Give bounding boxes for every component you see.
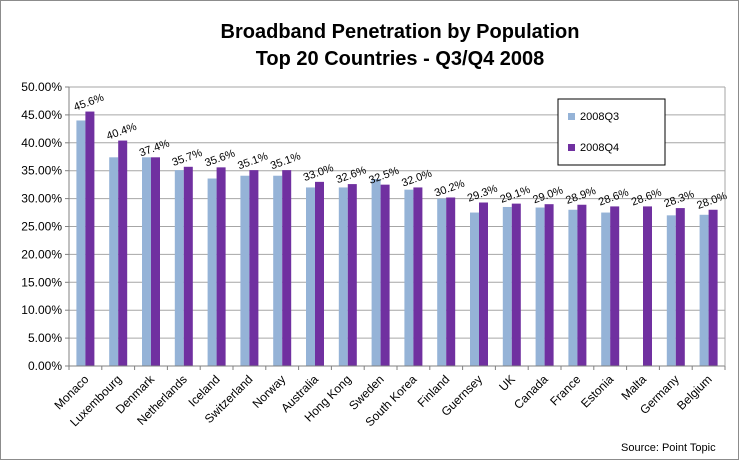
bar-2008q3-luxembourg: [109, 157, 119, 366]
y-tick-label: 25.00%: [21, 220, 62, 234]
category-label: France: [547, 372, 584, 409]
legend-swatch-q4: [568, 144, 575, 151]
bar-2008q4-denmark: [151, 157, 160, 366]
data-label: 29.0%: [531, 184, 565, 206]
bar-2008q4-netherlands: [183, 166, 193, 366]
y-axis-ticks: 0.00% 5.00% 10.00% 15.00% 20.00% 25.00% 30.00%…: [21, 80, 62, 373]
data-label: 28.6%: [630, 187, 664, 209]
data-label: 28.6%: [597, 187, 631, 209]
legend-label-q4: 2008Q4: [580, 142, 619, 154]
bar-2008q3-iceland: [207, 178, 217, 366]
category-label: Estonia: [578, 372, 616, 410]
y-tick-label: 40.00%: [21, 136, 62, 150]
legend: 2008Q3 2008Q4: [557, 98, 666, 166]
bar-2008q3-south-korea: [404, 189, 414, 366]
bar-2008q4-malta: [643, 206, 652, 366]
y-tick-label: 35.00%: [21, 164, 62, 178]
y-tick-label: 10.00%: [21, 303, 62, 317]
bar-2008q3-france: [568, 209, 578, 366]
bar-2008q4-south-korea: [413, 187, 423, 366]
y-tick-label: 50.00%: [21, 80, 62, 94]
chart-title-line-1: Broadband Penetration by Population: [221, 21, 580, 43]
bar-2008q4-uk: [511, 203, 521, 366]
data-label: 35.1%: [236, 150, 270, 172]
y-tick-label: 15.00%: [21, 275, 62, 289]
data-label: 30.2%: [433, 178, 467, 200]
bar-2008q4-france: [577, 204, 587, 366]
bar-2008q4-canada: [544, 204, 554, 366]
y-tick-label: 20.00%: [21, 247, 62, 261]
bar-2008q4-monaco: [85, 111, 95, 366]
bar-2008q3-guernsey: [470, 212, 479, 366]
bar-2008q3-hong-kong: [338, 187, 348, 366]
source-note: Source: Point Topic: [621, 442, 716, 454]
x-axis-categories: MonacoLuxembourgDenmarkNetherlandsIcelan…: [51, 372, 714, 430]
bar-2008q3-finland: [437, 198, 447, 366]
data-label: 28.3%: [663, 188, 697, 210]
chart-title-line-2: Top 20 Countries - Q3/Q4 2008: [256, 48, 545, 70]
bar-2008q4-switzerland: [249, 170, 259, 366]
bar-2008q4-norway: [282, 170, 292, 366]
data-label: 37.4%: [138, 137, 172, 159]
data-label: 35.7%: [171, 147, 205, 169]
data-label: 35.6%: [203, 147, 237, 169]
data-label: 29.1%: [499, 184, 533, 206]
bars: [76, 111, 718, 366]
legend-label-q3: 2008Q3: [580, 111, 619, 123]
y-tick-label: 0.00%: [28, 359, 62, 373]
bar-2008q4-guernsey: [479, 202, 488, 366]
bar-2008q4-germany: [675, 208, 685, 366]
y-tick-label: 5.00%: [28, 331, 62, 345]
bar-2008q3-belgium: [699, 214, 709, 366]
y-tick-label: 30.00%: [21, 192, 62, 206]
category-label: Canada: [511, 372, 551, 412]
bar-2008q4-australia: [315, 181, 324, 366]
data-label: 28.0%: [695, 190, 729, 212]
bar-2008q3-uk: [502, 206, 512, 366]
bar-2008q3-monaco: [76, 120, 86, 366]
bar-2008q3-australia: [306, 187, 315, 366]
data-label: 32.6%: [335, 164, 369, 186]
category-label: Belgium: [674, 372, 715, 413]
bar-2008q4-finland: [446, 197, 456, 366]
bar-2008q4-sweden: [380, 184, 390, 366]
bar-2008q3-netherlands: [174, 170, 184, 366]
bar-2008q3-switzerland: [240, 175, 250, 366]
bar-2008q3-denmark: [142, 157, 151, 366]
data-label: 33.0%: [302, 162, 336, 184]
data-label: 40.4%: [105, 121, 139, 143]
data-label: 35.1%: [269, 150, 303, 172]
chart-title: Broadband Penetration by Population Top 2…: [221, 21, 580, 70]
bar-2008q3-norway: [273, 175, 283, 366]
bar-2008q4-estonia: [610, 206, 620, 366]
data-label: 29.3%: [466, 183, 500, 205]
bar-2008q3-sweden: [371, 179, 381, 366]
bar-2008q3-germany: [666, 215, 676, 366]
bar-2008q4-iceland: [216, 167, 226, 366]
bar-2008q4-luxembourg: [118, 140, 128, 366]
bar-2008q3-canada: [535, 207, 545, 366]
axes: [68, 87, 726, 370]
bar-2008q3-estonia: [601, 212, 611, 366]
data-label: 28.9%: [564, 185, 598, 207]
bar-2008q4-hong-kong: [347, 184, 357, 366]
legend-swatch-q3: [568, 113, 575, 120]
data-label: 45.6%: [72, 92, 106, 114]
data-label: 32.5%: [367, 165, 401, 187]
bar-2008q4-belgium: [708, 209, 718, 366]
category-label: UK: [496, 372, 518, 394]
legend-box: [557, 98, 666, 166]
y-tick-label: 45.00%: [21, 108, 62, 122]
